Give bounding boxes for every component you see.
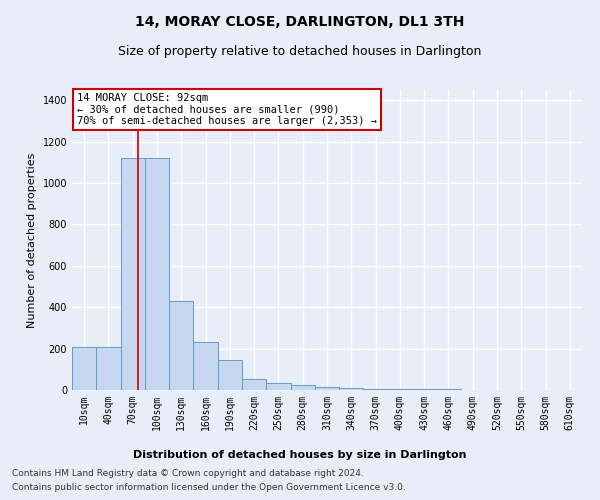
Bar [266,383,290,390]
Text: Distribution of detached houses by size in Darlington: Distribution of detached houses by size … [133,450,467,460]
Bar [388,389,412,390]
Text: Contains HM Land Registry data © Crown copyright and database right 2024.: Contains HM Land Registry data © Crown c… [12,468,364,477]
Y-axis label: Number of detached properties: Number of detached properties [27,152,37,328]
Bar [242,378,266,390]
Bar [193,342,218,390]
Bar [121,158,145,390]
Bar [412,389,436,390]
Bar [72,346,96,390]
Text: Size of property relative to detached houses in Darlington: Size of property relative to detached ho… [118,45,482,58]
Text: 14 MORAY CLOSE: 92sqm
← 30% of detached houses are smaller (990)
70% of semi-det: 14 MORAY CLOSE: 92sqm ← 30% of detached … [77,93,377,126]
Text: 14, MORAY CLOSE, DARLINGTON, DL1 3TH: 14, MORAY CLOSE, DARLINGTON, DL1 3TH [136,15,464,29]
Bar [218,360,242,390]
Bar [315,387,339,390]
Bar [290,385,315,390]
Bar [145,158,169,390]
Bar [169,301,193,390]
Bar [364,389,388,390]
Bar [339,388,364,390]
Text: Contains public sector information licensed under the Open Government Licence v3: Contains public sector information licen… [12,484,406,492]
Bar [96,346,121,390]
